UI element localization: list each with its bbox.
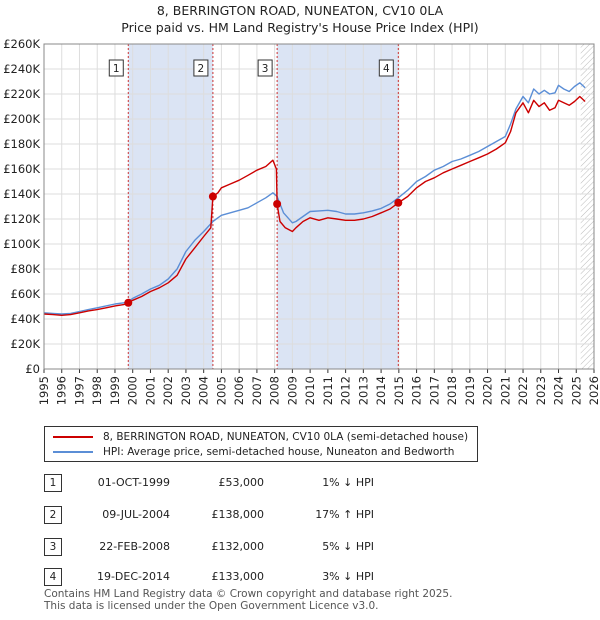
footer-licence: This data is licensed under the Open Gov… — [44, 600, 379, 612]
x-tick-label: 2023 — [534, 376, 548, 405]
row-price: £133,000 — [211, 570, 265, 583]
legend-swatch-property — [53, 436, 93, 438]
x-tick-label: 2000 — [126, 376, 140, 405]
x-tick-label: 1996 — [55, 376, 69, 405]
x-tick-label: 2005 — [214, 376, 228, 405]
sale-point — [394, 198, 403, 207]
row-number-badge: 3 — [44, 538, 62, 556]
table-row: 4 19-DEC-2014 £133,000 3% ↓ HPI — [44, 568, 464, 586]
legend-label-hpi: HPI: Average price, semi-detached house,… — [103, 446, 455, 458]
x-tick-label: 2024 — [552, 376, 566, 405]
x-tick-label: 2011 — [321, 376, 335, 405]
row-price: £53,000 — [218, 476, 265, 489]
table-row: 2 09-JUL-2004 £138,000 17% ↑ HPI — [44, 506, 464, 524]
x-tick-label: 1995 — [37, 376, 51, 405]
legend-swatch-hpi — [53, 451, 93, 453]
legend-label-property: 8, BERRINGTON ROAD, NUNEATON, CV10 0LA (… — [103, 431, 469, 443]
x-tick-label: 2002 — [161, 376, 175, 405]
sale-marker-label: 2 — [198, 63, 205, 75]
table-row: 3 22-FEB-2008 £132,000 5% ↓ HPI — [44, 538, 464, 556]
table-row: 1 01-OCT-1999 £53,000 1% ↓ HPI — [44, 474, 464, 492]
sale-point — [273, 200, 282, 208]
sale-marker-label: 4 — [383, 63, 390, 75]
x-tick-label: 2004 — [197, 376, 211, 405]
chart-title-block: 8, BERRINGTON ROAD, NUNEATON, CV10 0LA P… — [0, 2, 600, 36]
y-tick-label: £60K — [11, 287, 41, 301]
x-tick-label: 2006 — [232, 376, 246, 405]
chart-legend: 8, BERRINGTON ROAD, NUNEATON, CV10 0LA (… — [44, 426, 478, 462]
sale-point — [124, 298, 133, 307]
x-tick-label: 2019 — [463, 376, 477, 405]
row-number-badge: 1 — [44, 474, 62, 492]
x-tick-label: 2013 — [356, 376, 370, 405]
hatched-region — [580, 44, 594, 369]
shaded-period — [128, 44, 213, 369]
x-tick-label: 2015 — [392, 376, 406, 405]
x-tick-label: 2025 — [569, 376, 583, 405]
y-tick-label: £220K — [3, 87, 40, 101]
x-tick-label: 2009 — [285, 376, 299, 405]
x-tick-label: 2001 — [143, 376, 157, 405]
row-hpi: 3% ↓ HPI — [322, 570, 374, 583]
footer-attribution: Contains HM Land Registry data © Crown c… — [44, 588, 452, 612]
sale-marker-label: 3 — [262, 63, 269, 75]
x-tick-label: 2016 — [410, 376, 424, 405]
row-hpi: 5% ↓ HPI — [322, 540, 374, 553]
x-tick-label: 1997 — [72, 376, 86, 405]
y-tick-label: £40K — [11, 312, 41, 326]
chart-subtitle: Price paid vs. HM Land Registry's House … — [121, 20, 479, 35]
row-price: £132,000 — [211, 540, 265, 553]
x-tick-label: 2007 — [250, 376, 264, 405]
row-number-badge: 2 — [44, 506, 62, 524]
x-tick-label: 2003 — [179, 376, 193, 405]
x-tick-label: 2008 — [268, 376, 282, 405]
y-tick-label: £160K — [3, 162, 40, 176]
sale-marker-box — [257, 59, 273, 77]
row-date: 09-JUL-2004 — [102, 508, 170, 521]
price-chart: £0 £20K £40K £60K £80K £100K £120K £140K £160K £1… — [3, 37, 600, 405]
shaded-period — [277, 44, 399, 369]
y-tick-label: £0 — [25, 362, 40, 376]
sale-marker-box — [193, 59, 209, 77]
row-date: 22-FEB-2008 — [99, 540, 170, 553]
row-date: 19-DEC-2014 — [96, 570, 170, 583]
row-hpi: 1% ↓ HPI — [322, 476, 374, 489]
legend-item-property: 8, BERRINGTON ROAD, NUNEATON, CV10 0LA (… — [53, 430, 468, 444]
x-tick-label: 1999 — [108, 376, 122, 405]
x-tick-label: 2018 — [445, 376, 459, 405]
x-tick-label: 2010 — [303, 376, 317, 405]
x-tick-label: 2014 — [374, 376, 388, 405]
x-tick-label: 1998 — [90, 376, 104, 405]
row-hpi: 17% ↑ HPI — [315, 508, 374, 521]
x-tick-label: 2020 — [481, 376, 495, 405]
chart-title: 8, BERRINGTON ROAD, NUNEATON, CV10 0LA — [156, 3, 444, 18]
row-number-badge: 4 — [44, 568, 62, 586]
y-tick-label: £240K — [3, 62, 40, 76]
sale-marker-box — [108, 59, 124, 77]
sale-point — [208, 192, 217, 201]
x-tick-label: 2012 — [339, 376, 353, 405]
y-tick-label: £100K — [3, 237, 40, 251]
footer-copyright: Contains HM Land Registry data © Crown c… — [44, 588, 453, 600]
x-tick-label: 2021 — [498, 376, 512, 405]
y-tick-label: £120K — [3, 212, 40, 226]
sale-marker-label: 1 — [113, 63, 120, 75]
property-price-line — [43, 95, 586, 316]
legend-item-hpi: HPI: Average price, semi-detached house,… — [53, 445, 454, 459]
y-tick-label: £260K — [3, 37, 40, 51]
y-tick-label: £80K — [11, 262, 41, 276]
plot-border — [43, 43, 595, 370]
sale-marker-box — [378, 59, 394, 77]
x-tick-label: 2026 — [587, 376, 600, 405]
y-tick-label: £200K — [3, 112, 40, 126]
x-tick-label: 2017 — [427, 376, 441, 405]
x-tick-label: 2022 — [516, 376, 530, 405]
y-tick-label: £140K — [3, 187, 40, 201]
row-price: £138,000 — [211, 508, 265, 521]
y-tick-label: £20K — [11, 337, 41, 351]
row-date: 01-OCT-1999 — [97, 476, 170, 489]
hpi-line — [43, 82, 586, 315]
y-tick-label: £180K — [3, 137, 40, 151]
